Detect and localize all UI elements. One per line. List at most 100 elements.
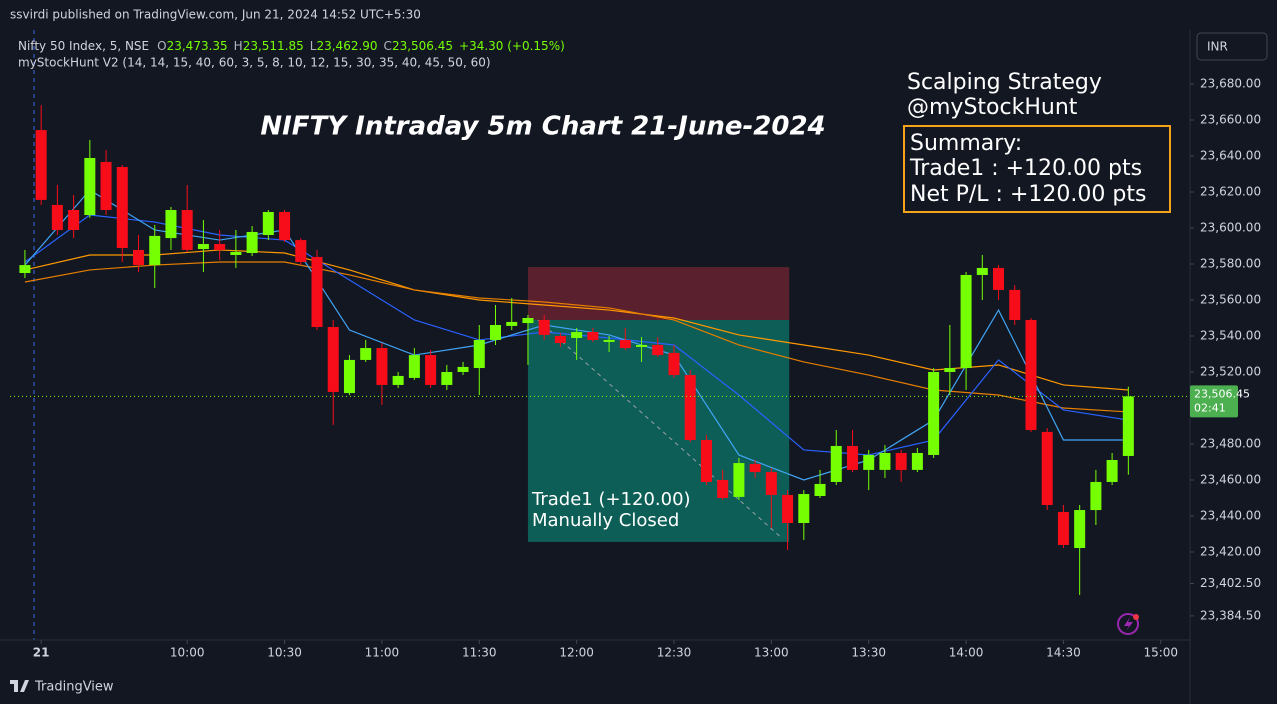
x-tick-label: 12:30	[657, 646, 692, 660]
currency-button[interactable]	[1196, 32, 1268, 61]
ma-line	[24, 261, 1129, 413]
candle-body	[684, 375, 696, 441]
candle-body	[652, 344, 664, 356]
y-tick-label: 23,580.00	[1200, 256, 1261, 270]
candle-body	[603, 339, 615, 342]
candle-body	[1025, 319, 1037, 430]
position-layer	[527, 267, 790, 542]
candle-body	[100, 161, 112, 210]
trade-label: Trade1 (+120.00)	[531, 489, 691, 510]
candle-body	[441, 371, 453, 385]
candle-body	[392, 375, 404, 385]
x-tick-label: 14:00	[949, 646, 984, 660]
alert-dot	[1133, 614, 1139, 620]
summary-line: Net P/L : +120.00 pts	[910, 182, 1146, 207]
summary-line: Trade1 : +120.00 pts	[909, 156, 1142, 181]
x-tick-label: 12:00	[559, 646, 594, 660]
candle-body	[35, 130, 47, 200]
o-value: 23,473.35	[167, 39, 228, 53]
brand: TradingView	[34, 680, 114, 695]
candle-body	[116, 166, 128, 248]
legend-indicator: myStockHunt V2 (14, 14, 15, 40, 60, 3, 5…	[18, 56, 491, 70]
candle-body	[19, 265, 31, 273]
last-price-tag	[1190, 385, 1238, 418]
candle-body	[976, 267, 988, 275]
y-tick-label: 23,620.00	[1200, 184, 1261, 198]
x-tick-label: 15:00	[1143, 646, 1178, 660]
x-tick-label: 13:00	[754, 646, 789, 660]
y-tick-label: 23,440.00	[1200, 508, 1261, 522]
candle-body	[149, 235, 161, 266]
candle-body	[230, 251, 242, 255]
candle-body	[279, 211, 291, 241]
candle-body	[425, 355, 437, 385]
candle-body	[879, 452, 891, 470]
c-value: 23,506.45	[392, 39, 453, 53]
alert-icon[interactable]	[1117, 613, 1139, 635]
h-label: H	[234, 39, 243, 53]
published: ssvirdi published on TradingView.com, Ju…	[10, 8, 421, 22]
candle-body	[944, 368, 956, 372]
x-tick-label: 13:30	[851, 646, 886, 660]
x-tick-label: 11:00	[365, 646, 400, 660]
last-price-label: 23,506.45	[1194, 387, 1250, 400]
candle-body	[733, 463, 745, 497]
candle-body	[165, 209, 177, 239]
candle-body	[765, 472, 777, 495]
candle-body	[1090, 481, 1102, 511]
candle-body	[960, 274, 972, 369]
candle-body	[181, 209, 193, 250]
candle-body	[749, 463, 761, 473]
candle-body	[68, 209, 80, 230]
l-value: 23,462.90	[316, 39, 377, 53]
candle-body	[473, 339, 485, 369]
candle-body	[360, 348, 372, 360]
candle-body	[636, 344, 648, 347]
plot	[19, 105, 1134, 596]
candle-body	[295, 240, 307, 263]
candle-body	[571, 332, 583, 338]
candle-body	[895, 452, 907, 470]
candle-body	[490, 325, 502, 340]
candle-body	[619, 339, 631, 349]
y-tick-label: 23,420.00	[1200, 544, 1261, 558]
candle-body	[84, 157, 96, 216]
legend-ohlc: Nifty 50 Index, 5, NSE O23,473.35 H23,511.…	[18, 39, 565, 53]
candle-body	[197, 244, 209, 250]
y-tick-label: 23,480.00	[1200, 436, 1261, 450]
summary-box	[903, 125, 1171, 213]
y-tick-label: 23,402.50	[1200, 576, 1261, 590]
x-tick-label: 21	[33, 646, 50, 660]
strategy-line: @myStockHunt	[907, 95, 1078, 120]
symbol: Nifty 50 Index, 5, NSE	[18, 39, 149, 53]
chart-title: NIFTY Intraday 5m Chart 21-June-2024	[260, 112, 825, 142]
l-label: L	[310, 39, 317, 53]
candle-body	[1074, 510, 1086, 549]
candle-body	[1009, 289, 1021, 320]
candle-body	[1122, 396, 1134, 456]
candle-body	[911, 452, 923, 470]
candle-body	[327, 326, 339, 392]
currency: INR	[1207, 40, 1228, 54]
candle-body	[700, 440, 712, 482]
candle-body	[506, 321, 518, 326]
summary-line: Summary:	[910, 131, 1022, 156]
candle-body	[928, 371, 940, 455]
strategy-line: Scalping Strategy	[907, 70, 1102, 95]
candle-body	[814, 483, 826, 497]
candle-body	[668, 352, 680, 376]
candle-body	[863, 454, 875, 470]
y-tick-label: 23,560.00	[1200, 292, 1261, 306]
candle-body	[311, 256, 323, 327]
candle-body	[1106, 460, 1118, 482]
candle-body	[262, 211, 274, 236]
y-tick-label: 23,384.50	[1200, 608, 1261, 622]
candle-body	[343, 359, 355, 394]
trade-path	[537, 319, 780, 537]
candle-body	[554, 335, 566, 344]
y-tick-label: 23,680.00	[1200, 76, 1261, 90]
y-tick-label: 23,460.00	[1200, 472, 1261, 486]
candle-body	[717, 479, 729, 498]
candle-body	[538, 319, 550, 335]
